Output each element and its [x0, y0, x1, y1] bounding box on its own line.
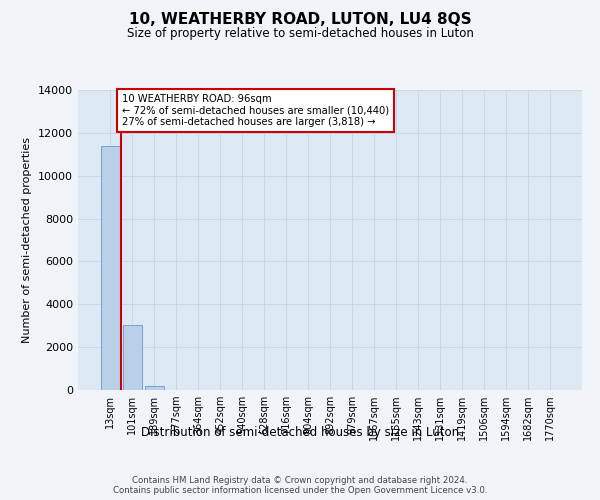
Bar	[123, 324, 142, 390]
Bar	[145, 386, 164, 390]
Text: 10 WEATHERBY ROAD: 96sqm
← 72% of semi-detached houses are smaller (10,440)
27% : 10 WEATHERBY ROAD: 96sqm ← 72% of semi-d…	[122, 94, 389, 128]
Text: 10, WEATHERBY ROAD, LUTON, LU4 8QS: 10, WEATHERBY ROAD, LUTON, LU4 8QS	[128, 12, 472, 28]
Text: Distribution of semi-detached houses by size in Luton: Distribution of semi-detached houses by …	[141, 426, 459, 439]
Text: Contains HM Land Registry data © Crown copyright and database right 2024.
Contai: Contains HM Land Registry data © Crown c…	[113, 476, 487, 495]
Bar	[101, 146, 119, 390]
Text: Size of property relative to semi-detached houses in Luton: Size of property relative to semi-detach…	[127, 28, 473, 40]
Y-axis label: Number of semi-detached properties: Number of semi-detached properties	[22, 137, 32, 343]
